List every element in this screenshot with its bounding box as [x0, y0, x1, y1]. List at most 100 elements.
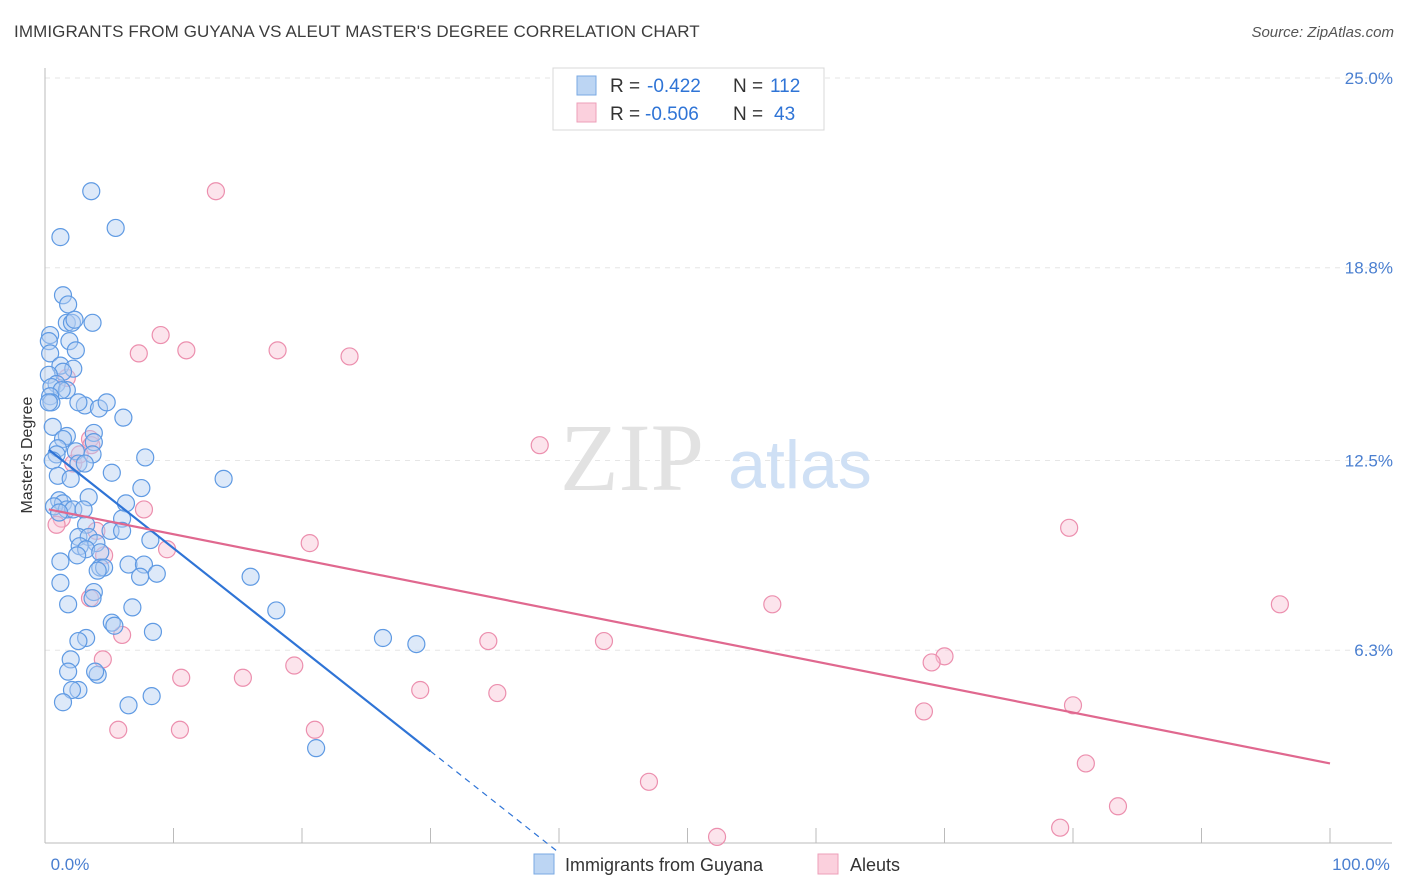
series-legend: Immigrants from Guyana Aleuts: [533, 853, 900, 875]
x-tick-label-min: 0.0%: [51, 855, 90, 874]
guyana-point: [147, 564, 166, 583]
guyana-point: [114, 408, 133, 427]
x-tick-label-max: 100.0%: [1332, 855, 1390, 874]
aleuts-point: [109, 720, 128, 739]
guyana-point: [41, 344, 60, 363]
aleuts-point: [233, 668, 252, 687]
guyana-point: [142, 687, 161, 706]
guyana-points: [39, 182, 426, 758]
guyana-point: [102, 613, 121, 632]
legend-n-value-1: 112: [770, 76, 800, 97]
guyana-point: [69, 631, 88, 651]
aleuts-point: [594, 631, 614, 651]
legend-n-value-2: 43: [774, 104, 795, 125]
legend-r-label-2: R =: [610, 104, 640, 125]
guyana-point: [88, 561, 107, 580]
stats-legend-box: [552, 67, 825, 131]
gridlines: [45, 77, 1392, 651]
guyana-point: [132, 478, 151, 498]
guyana-point: [83, 313, 102, 332]
guyana-point: [75, 454, 94, 473]
aleuts-point: [300, 534, 319, 553]
guyana-point: [130, 567, 150, 586]
aleuts-point: [763, 595, 782, 614]
guyana-point: [106, 218, 125, 238]
guyana-point: [136, 448, 155, 467]
guyana-trend-extension: [430, 750, 560, 854]
guyana-point: [53, 429, 73, 449]
y-tick-label: 18.8%: [1345, 259, 1393, 278]
guyana-point: [39, 393, 58, 412]
aleuts-point: [172, 668, 191, 687]
y-tick-labels: 6.3% 12.5% 18.8% 25.0%: [1345, 69, 1393, 660]
guyana-point: [143, 622, 163, 641]
guyana-point: [84, 582, 103, 602]
guyana-point: [59, 595, 78, 614]
watermark-zip: ZIP: [560, 404, 704, 511]
guyana-point: [53, 693, 73, 712]
aleuts-point: [340, 347, 359, 366]
guyana-point: [53, 286, 73, 305]
series-legend-swatch-guyana: [533, 853, 555, 875]
aleuts-point: [285, 656, 304, 675]
y-tick-label: 6.3%: [1354, 641, 1393, 660]
legend-r-label-1: R =: [610, 76, 640, 97]
guyana-point: [105, 616, 124, 635]
guyana-point: [86, 662, 105, 681]
guyana-point: [91, 558, 110, 577]
legend-swatch-pink: [576, 102, 597, 123]
legend-n-label-2: N =: [733, 104, 763, 125]
guyana-point: [123, 598, 142, 617]
aleuts-point: [479, 631, 498, 651]
guyana-point: [112, 521, 132, 540]
guyana-point: [119, 696, 138, 715]
aleuts-point: [411, 680, 430, 700]
source-label: Source: ZipAtlas.com: [1251, 24, 1394, 41]
aleuts-point: [177, 341, 196, 360]
aleuts-point: [151, 325, 170, 345]
guyana-point: [66, 341, 85, 360]
aleuts-point: [1108, 797, 1128, 816]
x-ticks: [44, 828, 1331, 843]
series-legend-label-aleuts: Aleuts: [850, 855, 900, 875]
guyana-point: [373, 628, 393, 648]
guyana-point: [51, 228, 70, 247]
guyana-point: [214, 469, 233, 488]
guyana-point: [102, 463, 121, 482]
guyana-trend-line: [48, 448, 432, 753]
aleuts-point: [530, 436, 549, 455]
guyana-point: [97, 393, 116, 412]
guyana-point: [51, 573, 70, 593]
aleuts-point: [914, 702, 934, 721]
aleuts-point: [268, 341, 287, 360]
aleuts-point: [112, 625, 132, 645]
legend-n-label-1: N =: [733, 76, 763, 97]
guyana-point: [41, 387, 60, 406]
chart-title: IMMIGRANTS FROM GUYANA VS ALEUT MASTER'S…: [14, 22, 700, 41]
aleuts-point: [134, 500, 154, 519]
trend-lines: [48, 448, 1331, 854]
guyana-point: [57, 381, 76, 400]
aleuts-point: [129, 344, 148, 363]
guyana-point: [241, 567, 260, 586]
series-legend-label-guyana: Immigrants from Guyana: [565, 855, 764, 875]
guyana-point: [59, 662, 78, 681]
stats-legend: R = -0.422 N = 112 R = -0.506 N = 43: [552, 67, 825, 131]
guyana-point: [407, 634, 426, 654]
legend-swatch-blue: [576, 75, 597, 96]
aleuts-points: [47, 182, 1289, 846]
aleuts-point: [1076, 754, 1095, 773]
aleuts-point: [1063, 696, 1083, 715]
guyana-point: [43, 451, 62, 470]
aleuts-point: [488, 683, 507, 703]
guyana-point: [69, 680, 88, 700]
guyana-point: [61, 469, 80, 488]
guyana-point: [64, 359, 83, 378]
watermark-atlas: atlas: [728, 427, 872, 503]
guyana-point: [91, 543, 110, 562]
guyana-point: [65, 310, 84, 329]
series-legend-swatch-aleuts: [817, 853, 839, 875]
guyana-point: [84, 423, 103, 443]
guyana-point: [51, 552, 70, 571]
axes: [44, 68, 1392, 844]
